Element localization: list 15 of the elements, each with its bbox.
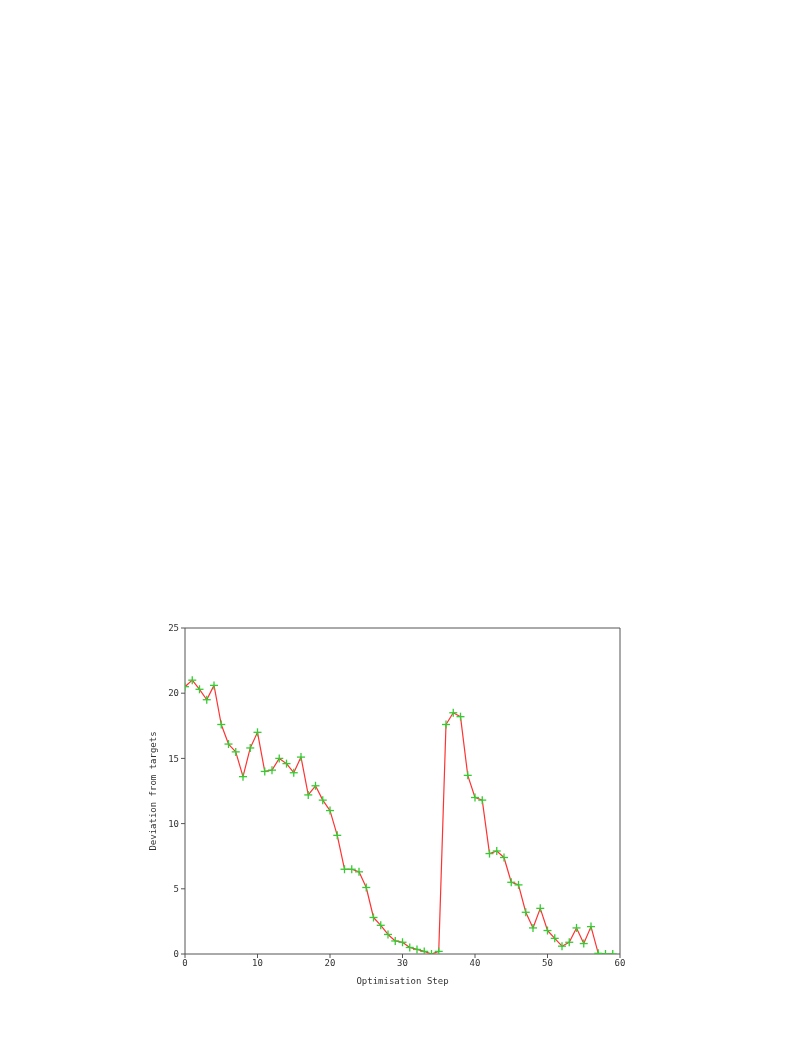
y-tick-label: 25 bbox=[168, 623, 179, 634]
y-axis-title: Deviation from targets bbox=[148, 731, 159, 851]
x-tick-label: 0 bbox=[182, 958, 188, 969]
y-tick-label: 5 bbox=[173, 883, 179, 894]
y-tick-label: 15 bbox=[168, 753, 179, 764]
y-tick-label: 0 bbox=[173, 949, 179, 960]
x-tick-label: 40 bbox=[469, 958, 481, 969]
x-axis-title: Optimisation Step bbox=[356, 976, 449, 986]
y-tick-label: 20 bbox=[168, 688, 179, 699]
x-tick-label: 60 bbox=[614, 958, 626, 969]
x-tick-label: 50 bbox=[542, 958, 553, 969]
x-tick-label: 30 bbox=[397, 958, 408, 969]
x-tick-label: 10 bbox=[252, 958, 263, 969]
x-tick-label: 20 bbox=[324, 958, 336, 969]
y-tick-label: 10 bbox=[168, 818, 179, 829]
